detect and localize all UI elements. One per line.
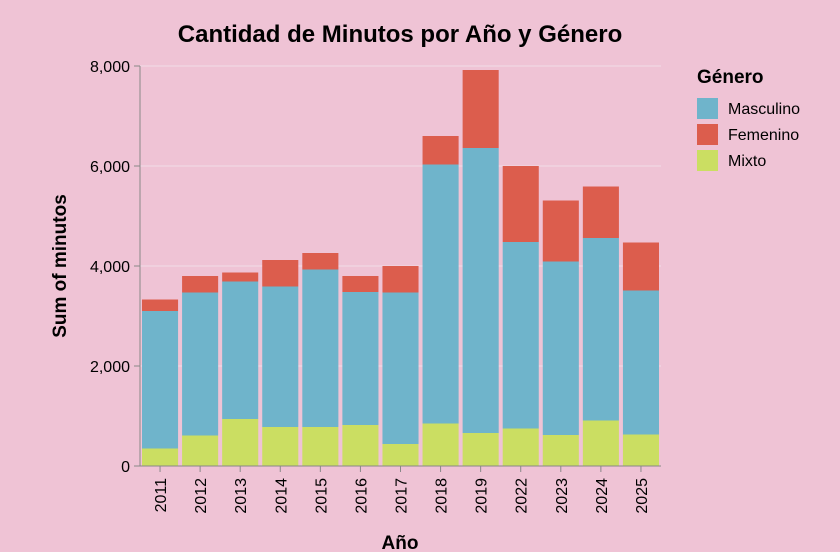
x-tick-label: 2025 bbox=[634, 478, 651, 514]
bars bbox=[142, 70, 659, 466]
x-tick-label: 2024 bbox=[594, 478, 611, 514]
x-tick-label: 2019 bbox=[474, 478, 491, 514]
bar-masculino-2025 bbox=[622, 290, 659, 435]
bar-masculino-2011 bbox=[142, 311, 179, 449]
bar-femenino-2014 bbox=[262, 260, 299, 287]
bar-mixto-2022 bbox=[502, 428, 539, 466]
x-tick-label: 2018 bbox=[434, 478, 451, 514]
bar-femenino-2012 bbox=[182, 276, 219, 293]
x-tick-label: 2011 bbox=[153, 478, 170, 513]
x-tick-label: 2017 bbox=[394, 478, 411, 514]
bar-mixto-2025 bbox=[622, 434, 659, 466]
legend-swatch-mixto bbox=[697, 150, 718, 171]
legend-label-masculino: Masculino bbox=[728, 101, 800, 118]
y-tick-label: 2,000 bbox=[90, 359, 130, 376]
x-tick-label: 2014 bbox=[273, 478, 290, 514]
bar-masculino-2018 bbox=[422, 164, 459, 424]
bar-femenino-2019 bbox=[462, 70, 499, 148]
bar-femenino-2016 bbox=[342, 276, 379, 292]
bar-masculino-2012 bbox=[182, 292, 219, 436]
bar-mixto-2019 bbox=[462, 433, 499, 466]
y-tick-label: 6,000 bbox=[90, 159, 130, 176]
legend-label-mixto: Mixto bbox=[728, 153, 766, 170]
bar-mixto-2023 bbox=[542, 435, 579, 466]
bar-masculino-2024 bbox=[582, 238, 619, 421]
legend-swatch-masculino bbox=[697, 98, 718, 119]
bar-femenino-2011 bbox=[142, 299, 179, 311]
bar-femenino-2025 bbox=[622, 242, 659, 291]
x-tick-label: 2013 bbox=[233, 478, 250, 514]
chart-title: Cantidad de Minutos por Año y Género bbox=[178, 21, 622, 48]
bar-femenino-2024 bbox=[582, 186, 619, 238]
bar-mixto-2024 bbox=[582, 420, 619, 466]
x-tick-label: 2016 bbox=[353, 478, 370, 514]
bar-masculino-2016 bbox=[342, 292, 379, 425]
bar-femenino-2023 bbox=[542, 200, 579, 262]
legend-label-femenino: Femenino bbox=[728, 127, 799, 144]
bar-femenino-2015 bbox=[302, 253, 339, 270]
x-tick-label: 2012 bbox=[193, 478, 210, 514]
bar-masculino-2022 bbox=[502, 242, 539, 429]
bar-masculino-2015 bbox=[302, 269, 339, 427]
y-tick-label: 0 bbox=[121, 459, 130, 476]
x-tick-label: 2022 bbox=[514, 478, 531, 514]
bar-mixto-2017 bbox=[382, 444, 419, 466]
x-tick-label: 2015 bbox=[313, 478, 330, 514]
bar-femenino-2013 bbox=[222, 272, 259, 282]
bar-masculino-2013 bbox=[222, 281, 259, 419]
bar-mixto-2013 bbox=[222, 419, 259, 466]
bar-femenino-2017 bbox=[382, 266, 419, 293]
y-axis-title: Sum of minutos bbox=[50, 194, 71, 338]
bar-masculino-2017 bbox=[382, 292, 419, 444]
axes: 0 2,000 4,000 6,000 8,000 2011 2012 2013 2014 201… bbox=[90, 59, 661, 514]
bar-femenino-2022 bbox=[502, 166, 539, 242]
bar-masculino-2014 bbox=[262, 286, 299, 427]
legend: Género Masculino Femenino Mixto bbox=[697, 67, 800, 171]
bar-mixto-2015 bbox=[302, 427, 339, 466]
bar-mixto-2012 bbox=[182, 435, 219, 466]
legend-title: Género bbox=[697, 67, 764, 88]
y-tick-label: 4,000 bbox=[90, 259, 130, 276]
bar-mixto-2016 bbox=[342, 425, 379, 466]
bar-femenino-2018 bbox=[422, 136, 459, 165]
bar-mixto-2018 bbox=[422, 423, 459, 466]
bar-masculino-2019 bbox=[462, 148, 499, 433]
x-tick-label: 2023 bbox=[554, 478, 571, 514]
bar-mixto-2011 bbox=[142, 448, 179, 466]
bar-mixto-2014 bbox=[262, 427, 299, 466]
legend-swatch-femenino bbox=[697, 124, 718, 145]
x-axis-title: Año bbox=[382, 533, 419, 552]
y-tick-label: 8,000 bbox=[90, 59, 130, 76]
bar-masculino-2023 bbox=[542, 261, 579, 435]
